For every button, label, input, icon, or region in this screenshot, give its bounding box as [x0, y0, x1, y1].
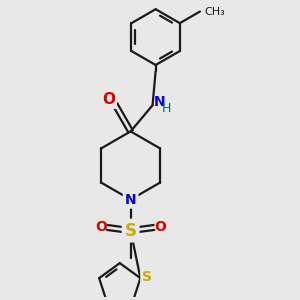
Text: O: O [154, 220, 166, 235]
Text: H: H [162, 102, 171, 115]
Text: S: S [142, 270, 152, 283]
Text: N: N [125, 193, 136, 207]
Text: S: S [124, 222, 136, 240]
Text: O: O [102, 92, 116, 107]
Text: N: N [154, 95, 166, 109]
Text: CH₃: CH₃ [205, 7, 225, 16]
Text: O: O [95, 220, 107, 235]
